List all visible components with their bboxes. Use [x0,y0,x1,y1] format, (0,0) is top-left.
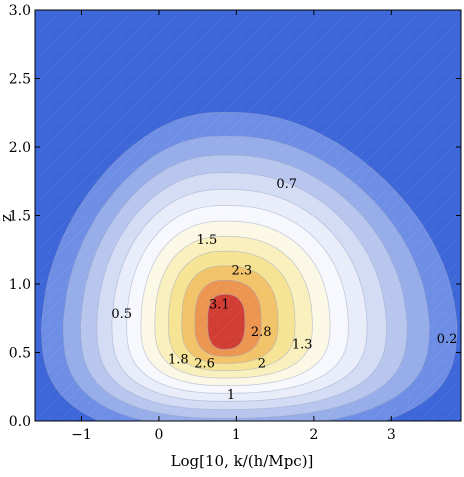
contour-label: 1.3 [292,337,313,352]
y-tick-label: 3.0 [9,3,31,19]
contour-label: 2.6 [194,356,215,371]
contour-label: 3.1 [209,298,230,313]
contour-label: 2.3 [231,263,252,278]
x-tick-label: 0 [154,427,163,443]
contour-label: 1 [227,388,235,403]
x-tick-label: −1 [71,427,92,443]
y-axis-title: z [0,214,15,222]
y-tick-label: 1.0 [9,277,31,293]
mesh-overlay [35,10,461,421]
contour-label: 2.8 [251,325,272,340]
x-tick-label: 3 [387,427,396,443]
contour-label: 2 [258,356,266,371]
y-tick-label: 0.0 [9,414,31,430]
contour-label: 1.5 [197,233,218,248]
plot-area [35,10,461,421]
y-tick-label: 1.5 [9,209,31,225]
y-tick-label: 2.5 [9,72,31,88]
y-tick-label: 0.5 [9,346,31,362]
y-tick-label: 2.0 [9,140,31,156]
x-axis-ticks: −1 0 1 2 3 [71,10,396,443]
x-tick-label: 2 [309,427,318,443]
x-tick-label: 1 [232,427,241,443]
contour-label: 1.8 [168,352,189,367]
contour-labels: 0.2 0.5 0.7 1 1.3 1.5 1.8 2 2.3 2.6 2.8 3.1 [111,177,457,403]
contour-label: 0.5 [111,307,132,322]
contour-label: 0.7 [276,177,297,192]
x-axis-title: Log[10, k/(h/Mpc)] [171,452,314,470]
contour-label: 0.2 [437,332,458,347]
y-axis-ticks: 0.0 0.5 1.0 1.5 2.0 2.5 3.0 [9,3,461,430]
